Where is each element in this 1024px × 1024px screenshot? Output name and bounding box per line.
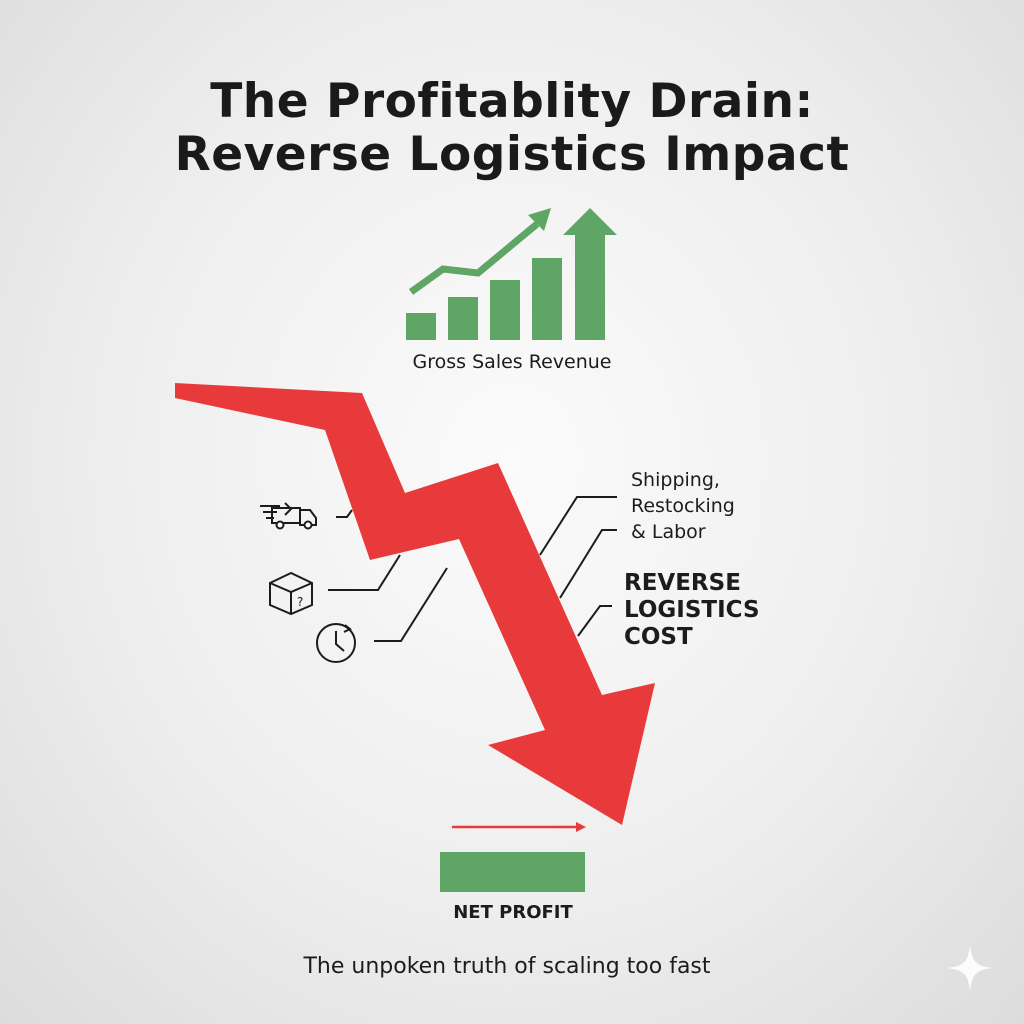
unknown-package-icon: ?	[269, 571, 313, 616]
connector-lines	[328, 496, 617, 642]
clock-icon	[316, 623, 356, 663]
cost-detail-line: & Labor	[631, 521, 706, 543]
net-profit-graphic	[440, 822, 586, 892]
cost-detail-line: Restocking	[631, 495, 735, 517]
cost-label-line: COST	[624, 624, 693, 650]
reverse-logistics-cost-label: REVERSE LOGISTICS COST	[624, 570, 760, 651]
sparkle-icon	[947, 945, 993, 991]
title-line-1: The Profitablity Drain:	[210, 74, 814, 129]
net-profit-label: NET PROFIT	[453, 902, 573, 923]
cost-detail-label: Shipping, Restocking & Labor	[631, 467, 735, 545]
title-line-2: Reverse Logistics Impact	[174, 127, 850, 182]
downward-red-arrow	[175, 383, 655, 825]
cost-detail-line: Shipping,	[631, 469, 720, 491]
cost-label-line: REVERSE	[624, 570, 741, 596]
svg-text:?: ?	[297, 595, 303, 609]
cost-label-line: LOGISTICS	[624, 597, 760, 623]
growth-bar-chart-icon	[406, 208, 617, 340]
tagline: The unpoken truth of scaling too fast	[303, 954, 711, 979]
page-title: The Profitablity Drain: Reverse Logistic…	[0, 75, 1024, 181]
gross-sales-label: Gross Sales Revenue	[412, 351, 612, 373]
delivery-truck-icon	[260, 502, 317, 530]
